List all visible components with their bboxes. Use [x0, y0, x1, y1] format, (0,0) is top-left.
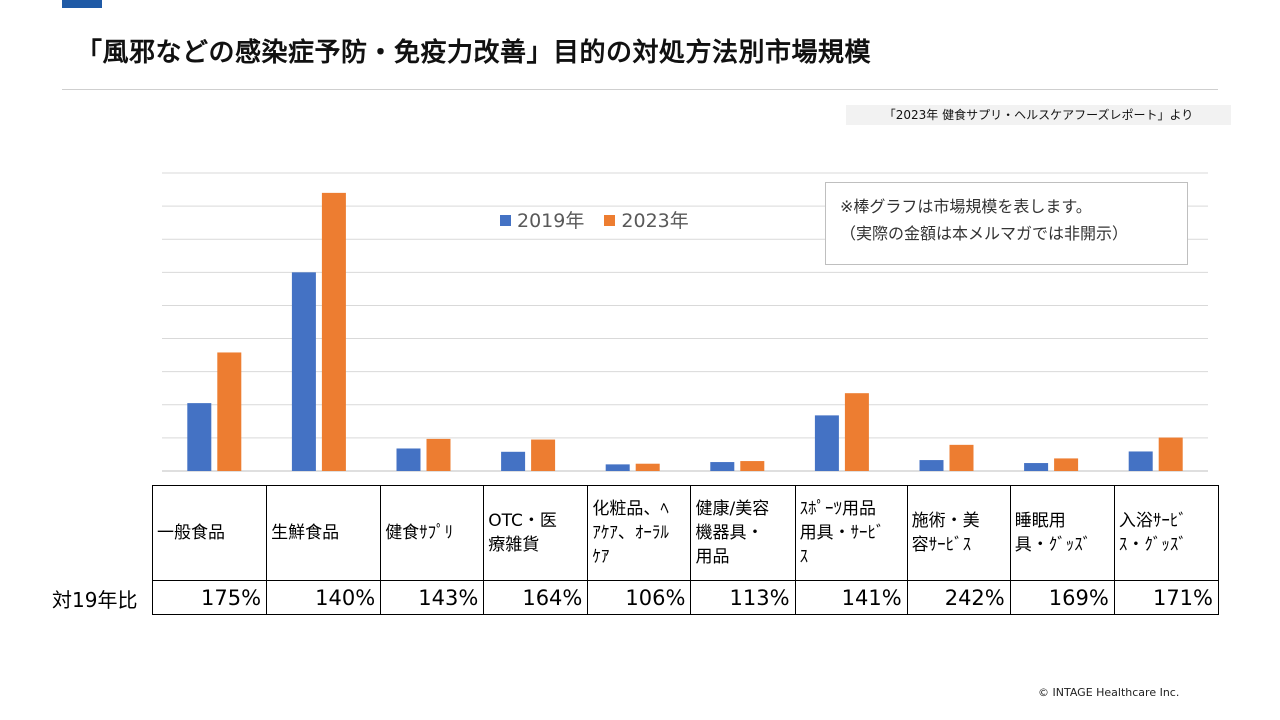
ratio-cell: 140% — [266, 580, 382, 615]
category-cell: 健康/美容機器具・用品 — [690, 485, 796, 581]
ratio-row-label: 対19年比 — [52, 588, 138, 612]
category-cell: 睡眠用具・ｸﾞｯｽﾞ — [1009, 485, 1115, 581]
category-label-line: ｽ — [799, 547, 809, 567]
chart-note: ※棒グラフは市場規模を表します。 （実際の金額は本メルマガでは非開示） — [825, 182, 1188, 265]
category-row: 一般食品 生鮮食品 健食ｻﾌﾟﾘ OTC・医 療雑貨 化粧品、ﾍ ｱｹｱ、ｵｰﾗﾙ ｹｱ 健康/… — [151, 485, 1220, 581]
category-label-line: 健康/美容 — [695, 499, 770, 519]
category-label-line: 健食ｻﾌﾟﾘ — [385, 523, 454, 543]
category-cell: 一般食品 — [151, 485, 268, 581]
category-label-line: 一般食品 — [157, 523, 225, 543]
legend-label-2019: 2019年 — [517, 210, 585, 232]
category-label-line: 療雑貨 — [488, 535, 540, 555]
category-cell: ｽﾎﾟｰﾂ用品 用具・ｻｰﾋﾞ ｽ — [794, 485, 908, 581]
category-label-line: ｽﾎﾟｰﾂ用品 — [799, 499, 877, 519]
bar-2019-4 — [605, 464, 630, 471]
bar-2023-2 — [426, 438, 451, 471]
category-label-line: 機器具・ — [695, 523, 764, 543]
source-citation: 「2023年 健食サプリ・ヘルスケアフーズレポート」より — [846, 105, 1231, 125]
bar-2023-6 — [844, 393, 869, 471]
bar-2023-1 — [321, 192, 346, 471]
ratio-cell: 143% — [380, 580, 485, 615]
bar-2023-0 — [217, 352, 242, 471]
legend-label-2023: 2023年 — [621, 210, 689, 232]
category-cell: 健食ｻﾌﾟﾘ — [380, 485, 485, 581]
bar-2019-5 — [710, 462, 735, 471]
category-cell: 生鮮食品 — [266, 485, 382, 581]
legend-swatch-2023 — [604, 215, 616, 226]
copyright: © INTAGE Healthcare Inc. — [1038, 686, 1180, 699]
ratio-cell: 169% — [1009, 580, 1115, 615]
category-cell: 化粧品、ﾍ ｱｹｱ、ｵｰﾗﾙ ｹｱ — [587, 485, 692, 581]
bar-2019-2 — [396, 448, 421, 471]
ratio-cell: 171% — [1113, 580, 1220, 615]
bar-2019-0 — [187, 403, 212, 471]
legend-item-2023: 2023年 — [604, 206, 689, 233]
category-cell: 施術・美容ｻｰﾋﾞｽ — [906, 485, 1011, 581]
bar-2019-8 — [1024, 463, 1049, 471]
bar-2019-3 — [501, 451, 526, 471]
bar-2023-8 — [1054, 458, 1079, 471]
category-label-line: 用品 — [695, 547, 730, 567]
page-title: 「風邪などの感染症予防・免疫力改善」目的の対処方法別市場規模 — [76, 38, 872, 68]
category-label-line: ｹｱ — [592, 547, 610, 567]
category-label-line: 化粧品、ﾍ — [592, 499, 669, 519]
category-label-line: OTC・医 — [488, 511, 557, 531]
ratio-cell: 242% — [906, 580, 1011, 615]
corner-accent — [62, 0, 102, 8]
bar-2023-7 — [949, 444, 974, 471]
category-label-line: 具・ｸﾞｯｽﾞ — [1014, 535, 1092, 555]
category-cell: OTC・医療雑貨 — [483, 485, 589, 581]
ratio-cell: 164% — [483, 580, 589, 615]
category-label-line: ｱｹｱ、ｵｰﾗﾙ — [592, 523, 669, 543]
chart-note-line-2: （実際の金額は本メルマガでは非開示） — [840, 224, 1129, 243]
chart-note-line-1: ※棒グラフは市場規模を表します。 — [840, 197, 1092, 216]
chart-bars — [187, 192, 1183, 471]
category-cell: 入浴ｻｰﾋﾞ ｽ・ｸﾞｯｽﾞ — [1113, 485, 1220, 581]
category-label-line: 睡眠用 — [1014, 511, 1066, 531]
ratio-cell: 175% — [151, 580, 268, 615]
bar-2023-4 — [635, 463, 660, 471]
legend-item-2019: 2019年 — [500, 206, 584, 233]
legend-swatch-2019 — [500, 215, 511, 226]
bar-2019-6 — [814, 415, 839, 471]
ratio-cell: 106% — [587, 580, 692, 615]
category-label-line: ｽ・ｸﾞｯｽﾞ — [1118, 535, 1187, 555]
category-label-line: 生鮮食品 — [271, 523, 340, 543]
bar-2019-7 — [919, 460, 944, 471]
bar-2019-9 — [1128, 451, 1153, 471]
bar-2023-3 — [531, 439, 556, 471]
bar-2019-1 — [291, 272, 316, 471]
ratio-row: 175% 140% 143% 164% 106% 113% 141% 242% 169% 171% — [151, 580, 1220, 615]
data-table: 一般食品 生鮮食品 健食ｻﾌﾟﾘ OTC・医 療雑貨 化粧品、ﾍ ｱｹｱ、ｵｰﾗﾙ ｹｱ 健康/… — [151, 485, 1220, 615]
bar-2023-9 — [1158, 437, 1183, 471]
category-label-line: 容ｻｰﾋﾞｽ — [911, 535, 972, 555]
ratio-cell: 141% — [794, 580, 908, 615]
category-label-line: 用具・ｻｰﾋﾞ — [799, 523, 885, 543]
bar-2023-5 — [740, 461, 765, 471]
chart-legend: 2019年 2023年 — [500, 206, 703, 233]
category-label-line: 入浴ｻｰﾋﾞ — [1118, 511, 1187, 531]
ratio-cell: 113% — [690, 580, 796, 615]
title-divider — [62, 89, 1218, 90]
category-label-line: 施術・美 — [911, 511, 980, 531]
